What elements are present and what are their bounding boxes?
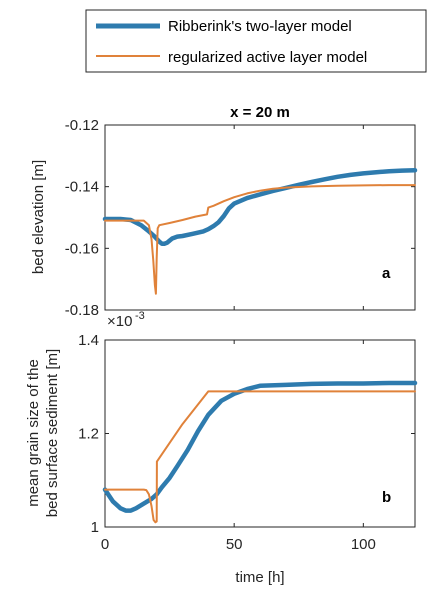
panel-b-scale-factor: ×10 -3	[107, 310, 145, 330]
panel-a: x = 20 m -0.18 -0.16 -0.14 -0.12 bed elevat…	[30, 104, 418, 319]
panel-b-series-two-layer-line	[102, 380, 418, 513]
legend-label-2: regularized active layer model	[168, 49, 367, 66]
panel-b-ytick-label: 1.2	[78, 426, 99, 443]
x-axis-label: time [h]	[235, 569, 284, 586]
panel-a-ylabel: bed elevation [m]	[30, 160, 47, 274]
x-tick-label: 0	[101, 536, 109, 553]
panel-a-title: x = 20 m	[230, 104, 290, 121]
panel-b-letter: b	[382, 489, 391, 506]
panel-a-ytick-label: -0.14	[65, 179, 99, 196]
panel-a-series-active-layer-line	[104, 184, 416, 295]
panel-b-scale-power: -3	[135, 310, 145, 322]
legend: Ribberink's two-layer model regularized …	[85, 9, 427, 73]
legend-box	[85, 9, 427, 73]
panel-a-axes-box	[104, 124, 416, 311]
panel-a-ytick-label: -0.16	[65, 240, 99, 257]
panel-b-series-active-layer-line	[104, 390, 416, 524]
panel-b-scale-base: ×10	[107, 313, 132, 330]
x-tick-label: 100	[351, 536, 376, 553]
panel-b-ylabel-line1: mean grain size of the	[25, 359, 42, 507]
x-tick-label: 50	[226, 536, 243, 553]
panel-a-ytick-label: -0.12	[65, 117, 99, 134]
panel-a-ytick-label: -0.18	[65, 302, 99, 319]
legend-label-1: Ribberink's two-layer model	[168, 18, 352, 35]
panel-a-letter: a	[382, 265, 391, 282]
panel-b: ×10 -3 1 1.2 1.4 0 50 100 mean grain size of…	[25, 310, 418, 586]
panel-a-series-two-layer-line	[102, 168, 418, 246]
panel-b-ylabel-line2: bed surface sediment [m]	[44, 349, 61, 517]
panel-b-ytick-label: 1	[91, 519, 99, 536]
panel-b-ytick-label: 1.4	[78, 332, 99, 349]
